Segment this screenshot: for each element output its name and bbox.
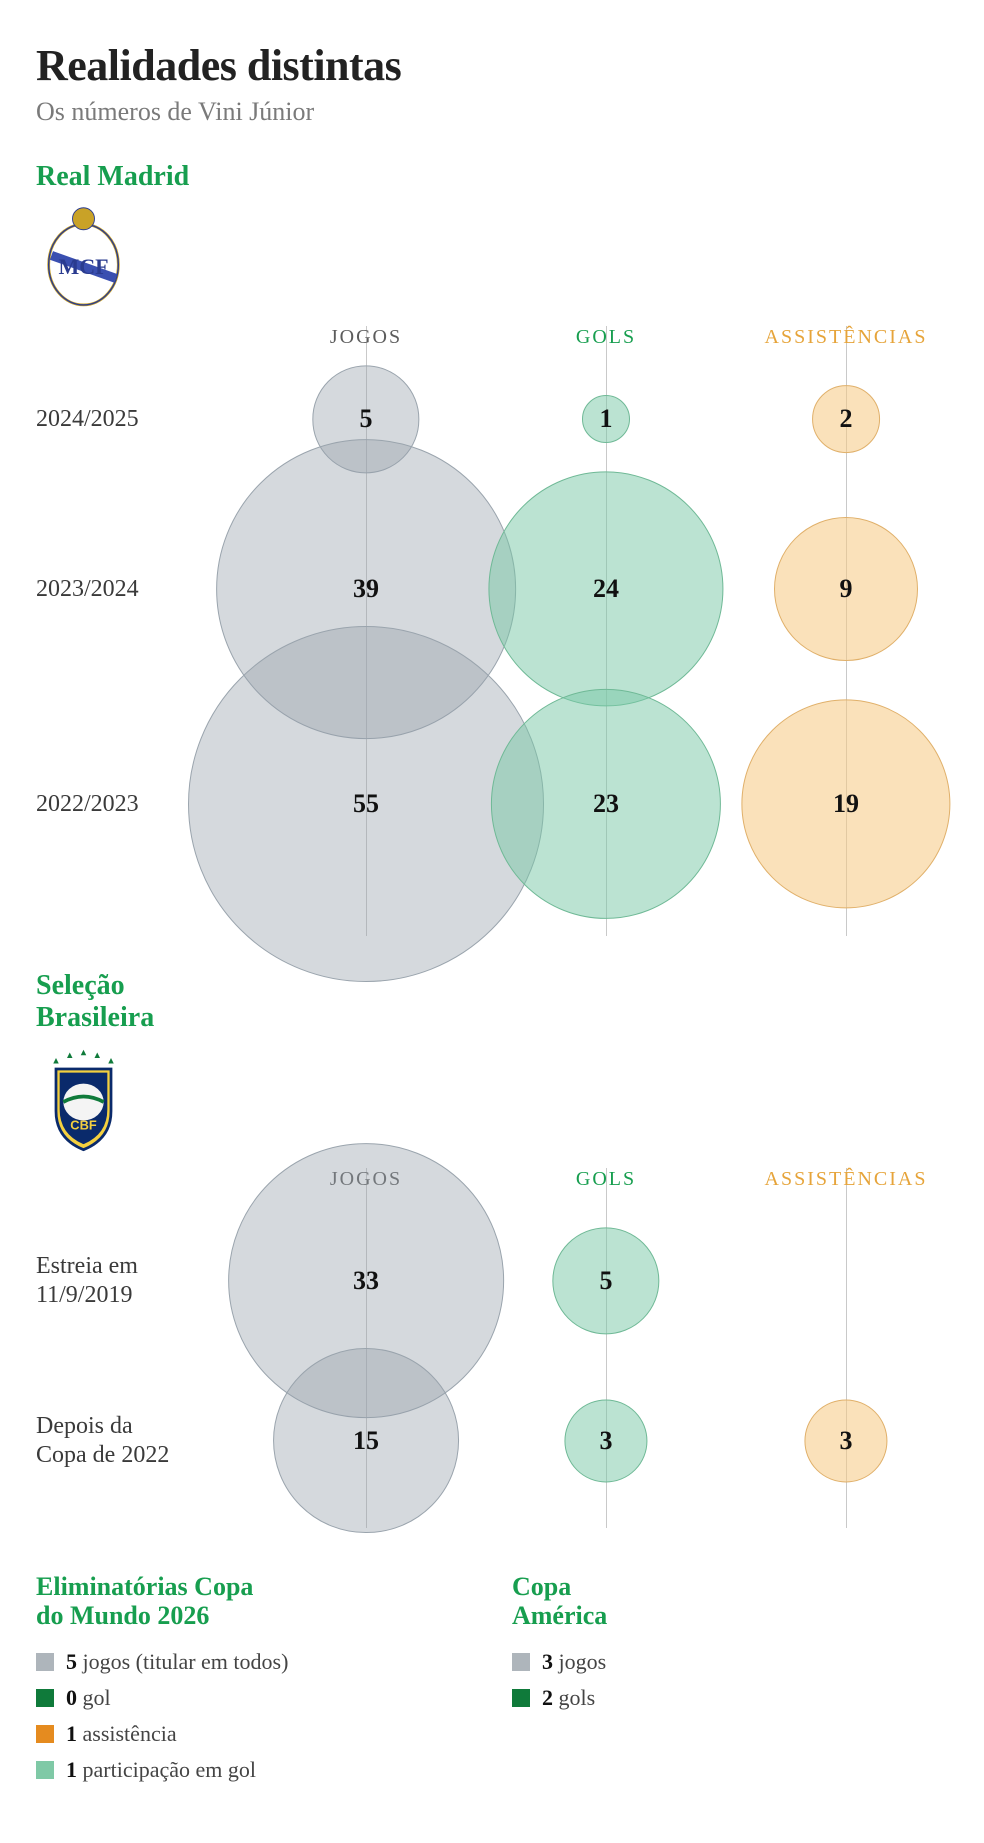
col-header-assist: ASSISTÊNCIAS bbox=[726, 326, 966, 349]
row-label: 2023/2024 bbox=[36, 575, 246, 604]
section-title-selecao: SeleçãoBrasileira bbox=[36, 970, 948, 1034]
legend-item: 2 gols bbox=[512, 1685, 948, 1711]
legend-item: 0 gol bbox=[36, 1685, 472, 1711]
page-subtitle: Os números de Vini Júnior bbox=[36, 97, 948, 127]
bubble-value-assist: 2 bbox=[840, 404, 853, 434]
legend-text: 1 assistência bbox=[66, 1721, 177, 1747]
row-label: Depois daCopa de 2022 bbox=[36, 1412, 246, 1470]
legend-item: 1 participação em gol bbox=[36, 1757, 472, 1783]
column-headers: JOGOS GOLS ASSISTÊNCIAS bbox=[36, 326, 948, 349]
chart-selecao: JOGOS GOLS ASSISTÊNCIAS Estreia em11/9/2… bbox=[36, 1168, 948, 1528]
legend-text: 1 participação em gol bbox=[66, 1757, 256, 1783]
cell-gols: 23 bbox=[486, 789, 726, 819]
legend-text: 5 jogos (titular em todos) bbox=[66, 1649, 288, 1675]
legend-copa-america: CopaAmérica 3 jogos 2 gols bbox=[512, 1572, 948, 1794]
legend-swatch-icon bbox=[36, 1653, 54, 1671]
col-header-gols: GOLS bbox=[486, 326, 726, 349]
legend-eliminatorias: Eliminatórias Copado Mundo 2026 5 jogos … bbox=[36, 1572, 472, 1794]
data-row: 2022/2023 55 23 19 bbox=[36, 689, 948, 919]
legend-columns: Eliminatórias Copado Mundo 2026 5 jogos … bbox=[36, 1572, 948, 1794]
cell-assist: 19 bbox=[726, 789, 966, 819]
real-madrid-crest-icon bbox=[36, 205, 131, 315]
legend-item: 5 jogos (titular em todos) bbox=[36, 1649, 472, 1675]
col-header-jogos: JOGOS bbox=[246, 326, 486, 349]
legend-title: Eliminatórias Copado Mundo 2026 bbox=[36, 1572, 472, 1632]
legend-title: CopaAmérica bbox=[512, 1572, 948, 1632]
bubble-value-gols: 24 bbox=[593, 574, 619, 604]
cell-assist: 9 bbox=[726, 574, 966, 604]
bubble-value-gols: 1 bbox=[600, 404, 613, 434]
legend-swatch-icon bbox=[36, 1725, 54, 1743]
cell-jogos: 39 bbox=[246, 574, 486, 604]
cell-gols: 1 bbox=[486, 404, 726, 434]
crest-real-madrid bbox=[36, 205, 948, 320]
legend-swatch-icon bbox=[512, 1653, 530, 1671]
bubble-value-jogos: 15 bbox=[353, 1426, 379, 1456]
legend-text: 3 jogos bbox=[542, 1649, 606, 1675]
infographic-page: Realidades distintas Os números de Vini … bbox=[0, 0, 984, 1843]
cell-jogos: 15 bbox=[246, 1426, 486, 1456]
legend-item: 3 jogos bbox=[512, 1649, 948, 1675]
bubble-value-assist: 19 bbox=[833, 789, 859, 819]
bubble-value-assist: 9 bbox=[840, 574, 853, 604]
legend-swatch-icon bbox=[36, 1761, 54, 1779]
cell-gols: 24 bbox=[486, 574, 726, 604]
crest-selecao bbox=[36, 1047, 948, 1162]
bubble-value-jogos: 55 bbox=[353, 789, 379, 819]
bubble-value-jogos: 5 bbox=[360, 404, 373, 434]
data-row: 2023/2024 39 24 9 bbox=[36, 489, 948, 689]
col-header-assist: ASSISTÊNCIAS bbox=[726, 1168, 966, 1191]
bubble-value-jogos: 33 bbox=[353, 1266, 379, 1296]
col-header-gols: GOLS bbox=[486, 1168, 726, 1191]
legend-item: 1 assistência bbox=[36, 1721, 472, 1747]
row-label: Estreia em11/9/2019 bbox=[36, 1252, 246, 1310]
cell-gols: 5 bbox=[486, 1266, 726, 1296]
legend-text: 0 gol bbox=[66, 1685, 111, 1711]
page-title: Realidades distintas bbox=[36, 40, 948, 91]
section-title-real-madrid: Real Madrid bbox=[36, 161, 948, 193]
legend-swatch-icon bbox=[512, 1689, 530, 1707]
cell-assist: 2 bbox=[726, 404, 966, 434]
cell-jogos: 55 bbox=[246, 789, 486, 819]
cell-assist: 3 bbox=[726, 1426, 966, 1456]
legend-swatch-icon bbox=[36, 1689, 54, 1707]
cbf-crest-icon bbox=[36, 1047, 131, 1157]
row-label: 2024/2025 bbox=[36, 405, 246, 434]
bubble-value-gols: 5 bbox=[600, 1266, 613, 1296]
bubble-value-gols: 3 bbox=[600, 1426, 613, 1456]
data-row: Depois daCopa de 2022 15 3 3 bbox=[36, 1371, 948, 1511]
chart-real-madrid: JOGOS GOLS ASSISTÊNCIAS 2024/2025 5 1 2 … bbox=[36, 326, 948, 936]
bubble-value-jogos: 39 bbox=[353, 574, 379, 604]
cell-jogos: 33 bbox=[246, 1266, 486, 1296]
data-row: Estreia em11/9/2019 33 5 bbox=[36, 1191, 948, 1371]
data-row: 2024/2025 5 1 2 bbox=[36, 349, 948, 489]
legend-text: 2 gols bbox=[542, 1685, 595, 1711]
cell-gols: 3 bbox=[486, 1426, 726, 1456]
cell-jogos: 5 bbox=[246, 404, 486, 434]
column-headers: JOGOS GOLS ASSISTÊNCIAS bbox=[36, 1168, 948, 1191]
bubble-value-gols: 23 bbox=[593, 789, 619, 819]
bubble-value-assist: 3 bbox=[840, 1426, 853, 1456]
